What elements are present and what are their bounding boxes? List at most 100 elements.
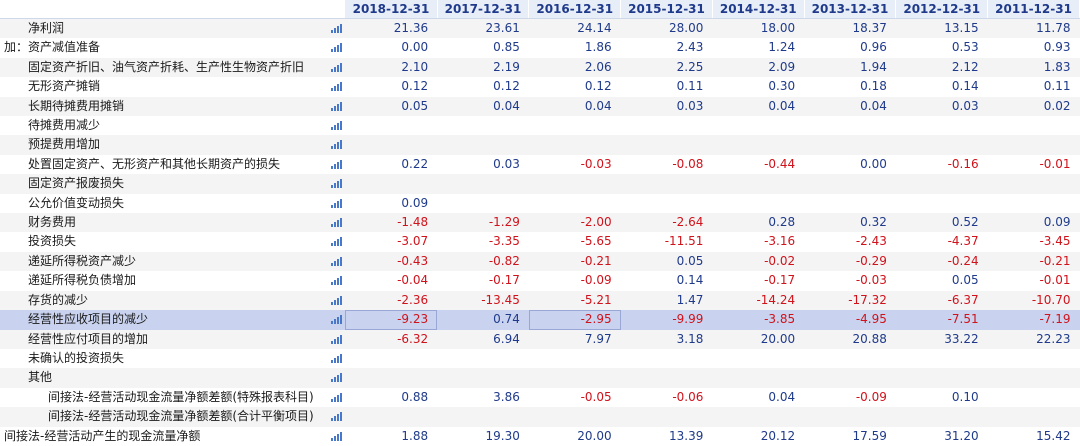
chart-icon[interactable] (328, 290, 346, 311)
value-cell[interactable]: -0.21 (528, 251, 621, 272)
value-cell[interactable]: 0.12 (528, 77, 621, 97)
table-row[interactable]: 存货的减少 -2.36 -13.45 -5.21 1.47 -14.24 -17.32 -6.… (0, 290, 1080, 311)
chart-icon[interactable] (328, 193, 346, 214)
table-row[interactable]: 固定资产报废损失 (0, 174, 1080, 194)
table-row[interactable]: 处置固定资产、无形资产和其他长期资产的损失 0.22 0.03 -0.03 -0.08-… (0, 154, 1080, 175)
value-cell[interactable]: 13.39 (620, 426, 713, 446)
bar-chart-icon[interactable] (331, 353, 343, 363)
chart-icon[interactable] (328, 213, 346, 233)
value-cell[interactable]: 0.32 (804, 213, 896, 233)
bar-chart-icon[interactable] (331, 218, 343, 228)
table-row[interactable]: 经营性应付项目的增加 -6.32 6.94 7.97 3.18 20.00 20.88 33.… (0, 329, 1080, 349)
value-cell[interactable]: -10.70 (987, 290, 1080, 311)
chart-icon[interactable] (328, 348, 346, 369)
value-cell[interactable]: 22.23 (987, 329, 1080, 349)
table-row[interactable]: 加：资产减值准备 0.00 0.85 1.86 2.43 1.24 0.96 0.53 0.93 (0, 38, 1080, 58)
value-cell[interactable]: 31.20 (895, 426, 988, 446)
table-row[interactable]: 未确认的投资损失 (0, 348, 1080, 369)
bar-chart-icon[interactable] (331, 334, 343, 344)
value-cell[interactable]: 3.86 (437, 387, 529, 408)
value-cell[interactable]: -0.09 (804, 387, 896, 408)
value-cell[interactable]: -2.64 (620, 213, 713, 233)
value-cell[interactable] (804, 174, 896, 194)
value-cell[interactable] (804, 368, 896, 388)
value-cell[interactable]: -2.00 (528, 213, 621, 233)
value-cell[interactable]: 28.00 (620, 18, 713, 39)
value-cell[interactable]: 0.52 (895, 213, 988, 233)
chart-icon[interactable] (328, 310, 346, 330)
value-cell[interactable]: -0.24 (895, 251, 988, 272)
value-cell[interactable] (528, 174, 621, 194)
value-cell[interactable]: 33.22 (895, 329, 988, 349)
value-cell[interactable]: 1.86 (528, 38, 621, 58)
value-cell[interactable]: 0.03 (620, 96, 713, 117)
value-cell[interactable]: -0.17 (712, 271, 805, 291)
value-cell[interactable] (804, 407, 896, 427)
value-cell[interactable] (895, 193, 988, 214)
table-row[interactable]: 投资损失 -3.07 -3.35 -5.65 -11.51 -3.16 -2.43 -4.37… (0, 232, 1080, 252)
value-cell[interactable] (987, 348, 1080, 369)
chart-icon[interactable] (328, 368, 346, 388)
value-cell[interactable]: -3.35 (437, 232, 529, 252)
value-cell[interactable] (895, 116, 988, 136)
value-cell[interactable]: 19.30 (437, 426, 529, 446)
value-cell[interactable]: 3.18 (620, 329, 713, 349)
value-cell[interactable]: -2.95 (528, 310, 621, 330)
value-cell[interactable]: -5.65 (528, 232, 621, 252)
value-cell[interactable] (895, 368, 988, 388)
value-cell[interactable]: 11.78 (987, 18, 1080, 39)
value-cell[interactable] (345, 407, 438, 427)
value-cell[interactable]: 0.09 (987, 213, 1080, 233)
value-cell[interactable]: 6.94 (437, 329, 529, 349)
value-cell[interactable]: 0.11 (620, 77, 713, 97)
value-cell[interactable]: -0.82 (437, 251, 529, 272)
value-cell[interactable] (620, 116, 713, 136)
value-cell[interactable]: -2.36 (345, 290, 438, 311)
value-cell[interactable] (528, 193, 621, 214)
table-row[interactable]: 净利润 21.36 23.61 24.14 28.00 18.00 18.37 13.15 11… (0, 18, 1080, 39)
value-cell[interactable]: 0.14 (620, 271, 713, 291)
bar-chart-icon[interactable] (331, 101, 343, 111)
table-row[interactable]: 间接法-经营活动产生的现金流量净额 1.88 19.30 20.00 13.39 20.1… (0, 426, 1080, 446)
value-cell[interactable]: 7.97 (528, 329, 621, 349)
value-cell[interactable]: 20.00 (712, 329, 805, 349)
value-cell[interactable] (895, 348, 988, 369)
bar-chart-icon[interactable] (331, 392, 343, 402)
value-cell[interactable]: -13.45 (437, 290, 529, 311)
value-cell[interactable]: 0.85 (437, 38, 529, 58)
value-cell[interactable] (620, 407, 713, 427)
bar-chart-icon[interactable] (331, 198, 343, 208)
value-cell[interactable]: -3.85 (712, 310, 805, 330)
value-cell[interactable]: -0.29 (804, 251, 896, 272)
chart-icon[interactable] (328, 154, 346, 175)
bar-chart-icon[interactable] (331, 24, 343, 33)
value-cell[interactable]: -9.99 (620, 310, 713, 330)
value-cell[interactable] (987, 387, 1080, 408)
value-cell[interactable] (437, 174, 529, 194)
table-row[interactable]: 间接法-经营活动现金流量净额差额(特殊报表科目) 0.88 3.86 -0.05 -0.… (0, 387, 1080, 408)
value-cell[interactable] (345, 348, 438, 369)
value-cell[interactable]: -0.21 (987, 251, 1080, 272)
value-cell[interactable] (345, 116, 438, 136)
value-cell[interactable]: -0.17 (437, 271, 529, 291)
chart-icon[interactable] (328, 57, 346, 78)
chart-icon[interactable] (328, 426, 346, 446)
value-cell[interactable]: 0.53 (895, 38, 988, 58)
chart-icon[interactable] (328, 135, 346, 155)
value-cell[interactable] (804, 116, 896, 136)
bar-chart-icon[interactable] (331, 62, 343, 72)
value-cell[interactable]: -4.37 (895, 232, 988, 252)
value-cell[interactable] (528, 368, 621, 388)
value-cell[interactable]: 1.47 (620, 290, 713, 311)
value-cell[interactable]: -7.51 (895, 310, 988, 330)
value-cell[interactable]: -0.16 (895, 154, 988, 175)
value-cell[interactable]: 0.09 (345, 193, 438, 214)
bar-chart-icon[interactable] (331, 140, 343, 150)
value-cell[interactable] (345, 135, 438, 155)
value-cell[interactable]: 0.28 (712, 213, 805, 233)
column-header[interactable]: 2013-12-31 (804, 0, 897, 19)
table-row[interactable]: 无形资产摊销 0.12 0.12 0.12 0.11 0.30 0.18 0.14 0.11 (0, 77, 1080, 97)
value-cell[interactable] (895, 174, 988, 194)
bar-chart-icon[interactable] (331, 295, 343, 305)
value-cell[interactable] (712, 135, 805, 155)
